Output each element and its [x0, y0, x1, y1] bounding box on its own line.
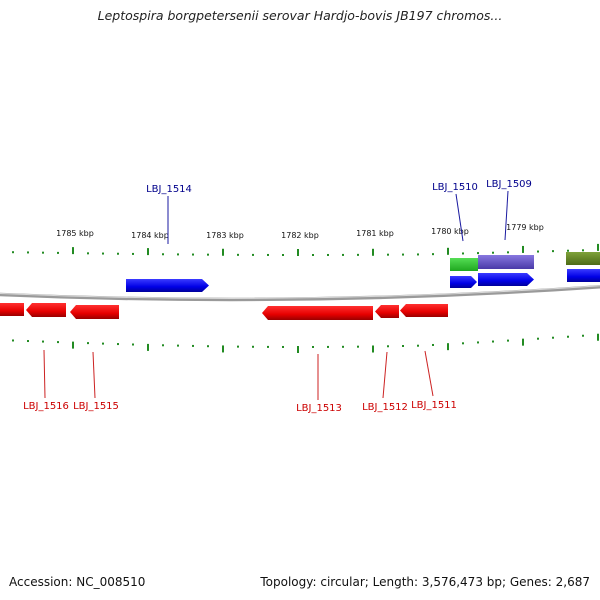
- gene-lbj-1513[interactable]: [262, 306, 373, 320]
- leader-line: [424, 350, 434, 397]
- map-title: Leptospira borgpetersenii serovar Hardjo…: [97, 8, 503, 23]
- feature-green-bar[interactable]: [450, 258, 478, 271]
- scale-label: 1783 kbp: [206, 231, 244, 240]
- chromosome-backbone-highlight: [0, 285, 600, 299]
- leader-line: [455, 193, 464, 242]
- gene-edge-right[interactable]: [567, 269, 600, 282]
- leader-line: [504, 190, 509, 241]
- scale-label: 1779 kbp: [506, 223, 544, 232]
- tick-track-reverse: [12, 333, 599, 353]
- gene-label-lbj-1515[interactable]: LBJ_1515: [73, 401, 119, 412]
- gene-label-lbj-1511[interactable]: LBJ_1511: [411, 400, 457, 411]
- topology-text: Topology: circular; Length: 3,576,473 bp…: [260, 575, 590, 589]
- accession-text: Accession: NC_008510: [9, 575, 146, 589]
- scale-label: 1782 kbp: [281, 231, 319, 240]
- leader-line: [382, 351, 388, 399]
- forward-gene-labels: LBJ_1514 LBJ_1510 LBJ_1509: [146, 179, 532, 244]
- gene-label-lbj-1510[interactable]: LBJ_1510: [432, 182, 478, 193]
- scale-label: 1781 kbp: [356, 229, 394, 238]
- leader-line: [43, 349, 46, 399]
- gene-label-lbj-1512[interactable]: LBJ_1512: [362, 402, 408, 413]
- feature-purple-bar[interactable]: [478, 255, 534, 269]
- feature-bars: [450, 252, 600, 271]
- tick-track-forward: [12, 243, 599, 256]
- gene-label-lbj-1514[interactable]: LBJ_1514: [146, 184, 192, 195]
- gene-lbj-1509[interactable]: [478, 273, 534, 286]
- gene-label-lbj-1516[interactable]: LBJ_1516: [23, 401, 69, 412]
- scale-label: 1785 kbp: [56, 229, 94, 238]
- feature-olive-bar[interactable]: [566, 252, 600, 265]
- scale-label: 1780 kbp: [431, 227, 469, 236]
- reverse-gene-labels: LBJ_1516 LBJ_1515 LBJ_1513 LBJ_1512 LBJ_…: [23, 349, 457, 414]
- forward-genes: [126, 269, 600, 292]
- gene-lbj-1511[interactable]: [400, 304, 448, 317]
- gene-lbj-1516[interactable]: [26, 303, 66, 317]
- gene-lbj-1510[interactable]: [450, 276, 477, 288]
- gene-lbj-1512[interactable]: [375, 305, 399, 318]
- scale-label: 1784 kbp: [131, 231, 169, 240]
- reverse-genes: [0, 303, 448, 320]
- gene-label-lbj-1509[interactable]: LBJ_1509: [486, 179, 532, 190]
- chromosome-backbone: [0, 284, 600, 302]
- scale-labels: 1785 kbp 1784 kbp 1783 kbp 1782 kbp 1781…: [56, 223, 544, 240]
- gene-label-lbj-1513[interactable]: LBJ_1513: [296, 403, 342, 414]
- leader-line: [92, 351, 96, 399]
- gene-edge-left[interactable]: [0, 303, 24, 316]
- gene-lbj-1515[interactable]: [70, 305, 119, 319]
- gene-lbj-1514[interactable]: [126, 279, 209, 292]
